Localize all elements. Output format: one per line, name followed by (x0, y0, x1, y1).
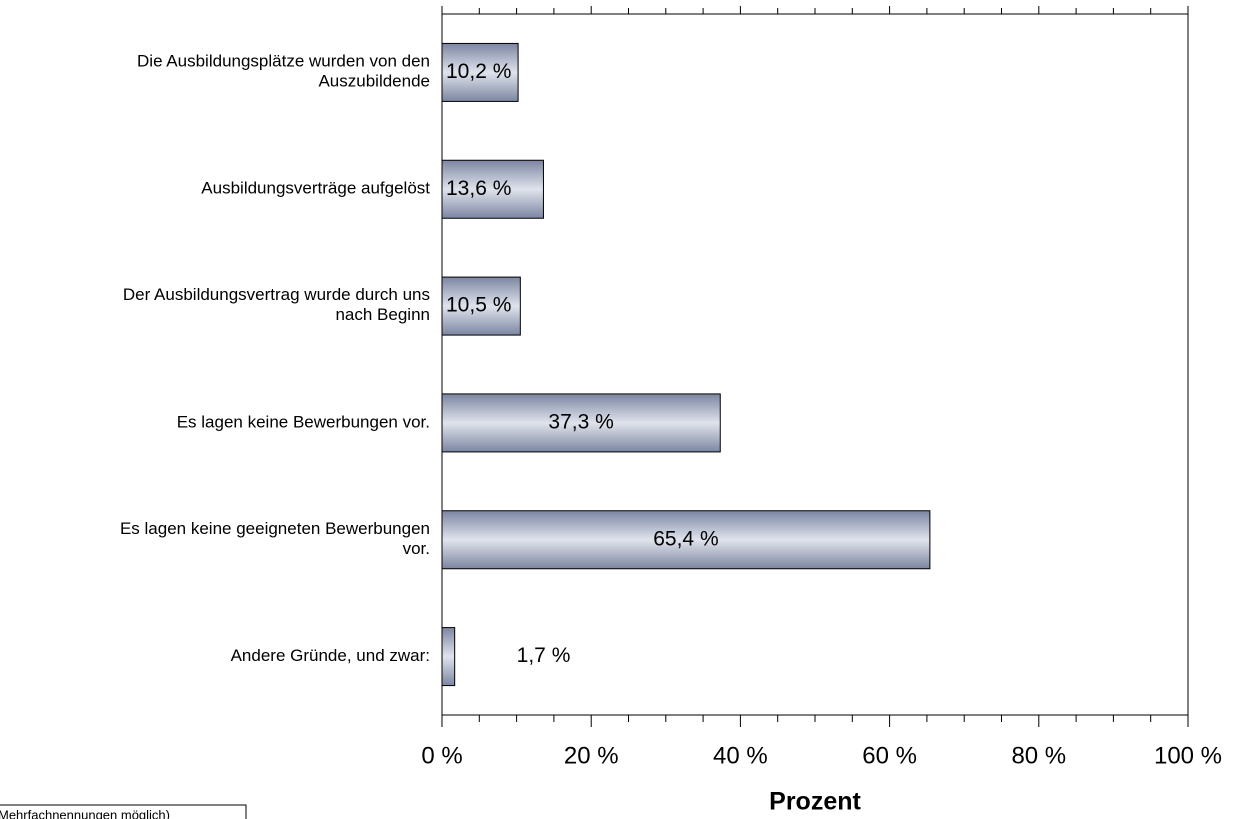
x-tick-label: 80 % (1011, 742, 1066, 769)
bar (441, 42, 519, 102)
category-label: Der Ausbildungsvertrag wurde durch uns na… (123, 286, 430, 325)
plot-frame (441, 13, 1189, 716)
bar (441, 627, 456, 687)
value-label: 1,7 % (517, 644, 571, 667)
x-tick-label: 20 % (564, 742, 619, 769)
value-label: 10,2 % (446, 60, 511, 83)
category-label: Die Ausbildungsplätze wurden von den Ausz… (137, 52, 430, 91)
value-label: 37,3 % (548, 410, 613, 433)
x-tick-label: 60 % (862, 742, 917, 769)
category-label: Es lagen keine Bewerbungen vor. (177, 412, 430, 431)
category-label: Ausbildungsverträge aufgelöst (201, 179, 430, 198)
value-label: 13,6 % (446, 177, 511, 200)
category-label: Andere Gründe, und zwar: (231, 646, 430, 665)
bar (441, 159, 544, 219)
bar (441, 276, 521, 336)
value-label: 65,4 % (653, 527, 718, 550)
x-tick-label: 100 % (1154, 742, 1222, 769)
annotation-box (0, 804, 247, 819)
bar (441, 393, 721, 453)
x-axis-label: Prozent (769, 788, 861, 816)
x-tick-label: 40 % (713, 742, 768, 769)
x-tick-label: 0 % (421, 742, 462, 769)
bar (441, 510, 931, 570)
category-label: Es lagen keine geeigneten Bewerbungen vor… (120, 519, 430, 558)
annotation: Mehrfachnennungen möglich) (0, 807, 170, 819)
value-label: 10,5 % (446, 294, 511, 317)
